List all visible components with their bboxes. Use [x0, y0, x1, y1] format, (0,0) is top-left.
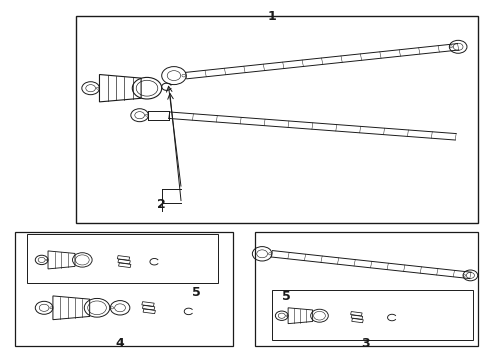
- Text: 4: 4: [116, 337, 124, 350]
- Text: 1: 1: [268, 10, 276, 23]
- Bar: [272, 290, 473, 340]
- Bar: [255, 232, 478, 346]
- Bar: [27, 234, 218, 283]
- Bar: [76, 16, 478, 223]
- Text: 5: 5: [192, 286, 201, 299]
- Text: 2: 2: [157, 198, 166, 211]
- Text: 5: 5: [282, 290, 291, 303]
- Bar: [15, 232, 233, 346]
- Text: 3: 3: [361, 337, 369, 350]
